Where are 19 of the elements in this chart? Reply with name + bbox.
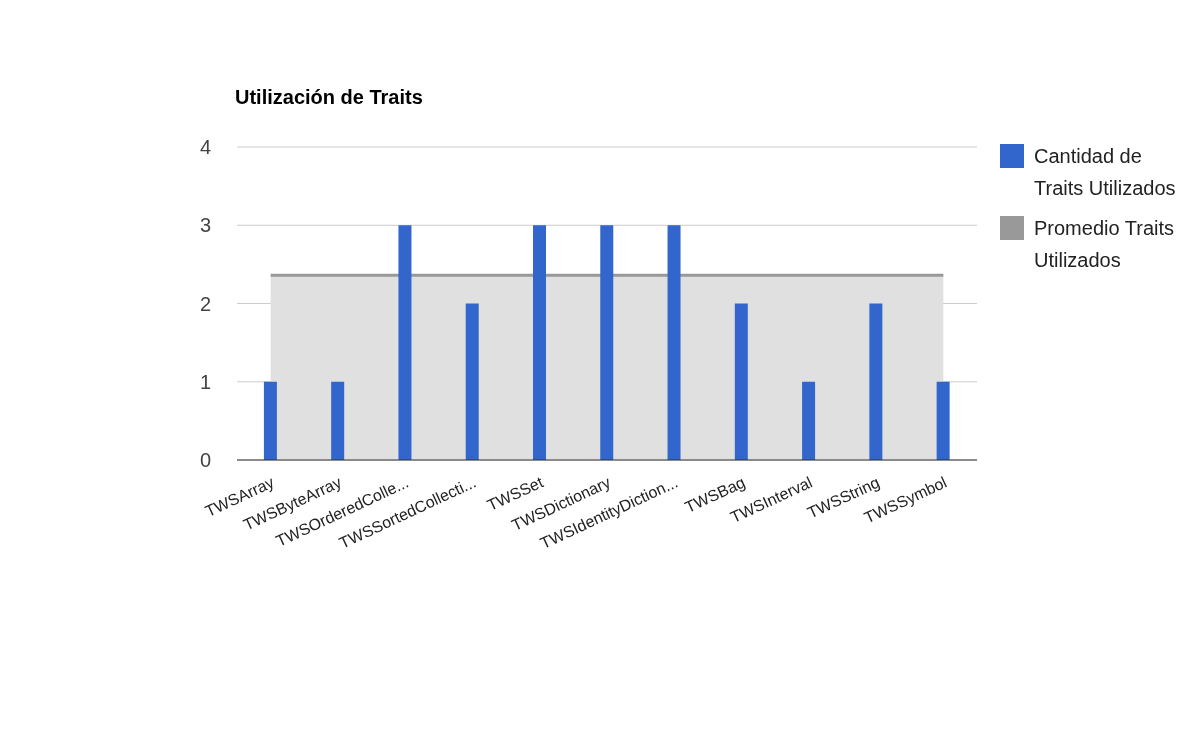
- chart-title: Utilización de Traits: [235, 86, 423, 109]
- bar: [398, 225, 412, 460]
- y-tick-label: 2: [199, 292, 211, 315]
- bar: [533, 225, 546, 460]
- bar: [936, 381, 950, 460]
- bar: [802, 381, 816, 460]
- legend-label: Promedio Traits Utilizados: [1034, 216, 1176, 273]
- legend-label: Cantidad de Traits Utilizados: [1034, 144, 1177, 201]
- bar: [465, 303, 479, 460]
- y-tick-label: 4: [199, 136, 211, 159]
- y-tick-label: 3: [199, 214, 211, 237]
- bar: [869, 303, 883, 460]
- bar: [331, 381, 345, 460]
- bar: [734, 303, 748, 460]
- y-tick-label: 0: [199, 449, 211, 472]
- bar: [600, 225, 614, 460]
- bar: [263, 381, 277, 460]
- bar: [667, 225, 681, 460]
- y-tick-label: 1: [199, 370, 211, 393]
